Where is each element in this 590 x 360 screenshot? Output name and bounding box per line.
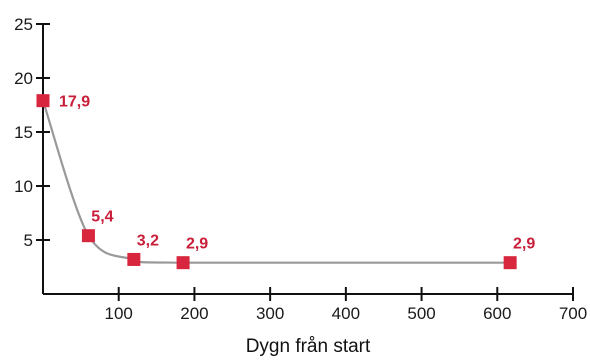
x-tick-label-600: 600: [483, 304, 511, 323]
data-label-2: 3,2: [137, 232, 159, 249]
axes: [42, 24, 573, 295]
y-tick-label-15: 15: [14, 123, 33, 142]
data-label-4: 2,9: [513, 236, 535, 253]
ticks: 100 200 300 400 500 600 700 5 10 15 20 25: [14, 15, 587, 323]
x-tick-label-500: 500: [407, 304, 435, 323]
data-point-0: [36, 94, 50, 108]
y-tick-label-20: 20: [14, 69, 33, 88]
data-label-1: 5,4: [91, 209, 113, 226]
data-point-2: [127, 252, 141, 266]
series: [36, 94, 517, 270]
data-label-3: 2,9: [186, 236, 208, 253]
data-label-0: 17,9: [59, 94, 90, 111]
x-tick-label-100: 100: [105, 304, 133, 323]
x-tick-label-400: 400: [332, 304, 360, 323]
data-point-1: [81, 229, 95, 243]
data-point-3: [176, 256, 190, 270]
y-tick-label-10: 10: [14, 177, 33, 196]
series-line-0: [41, 100, 511, 264]
x-tick-label-200: 200: [180, 304, 208, 323]
y-tick-label-5: 5: [24, 231, 33, 250]
x-axis-title: Dygn från start: [246, 336, 371, 357]
y-tick-label-25: 25: [14, 15, 33, 34]
data-point-4: [503, 256, 517, 270]
data-labels: 17,9 5,4 3,2 2,9 2,9: [59, 94, 535, 253]
x-tick-label-300: 300: [256, 304, 284, 323]
x-tick-label-700: 700: [559, 304, 587, 323]
